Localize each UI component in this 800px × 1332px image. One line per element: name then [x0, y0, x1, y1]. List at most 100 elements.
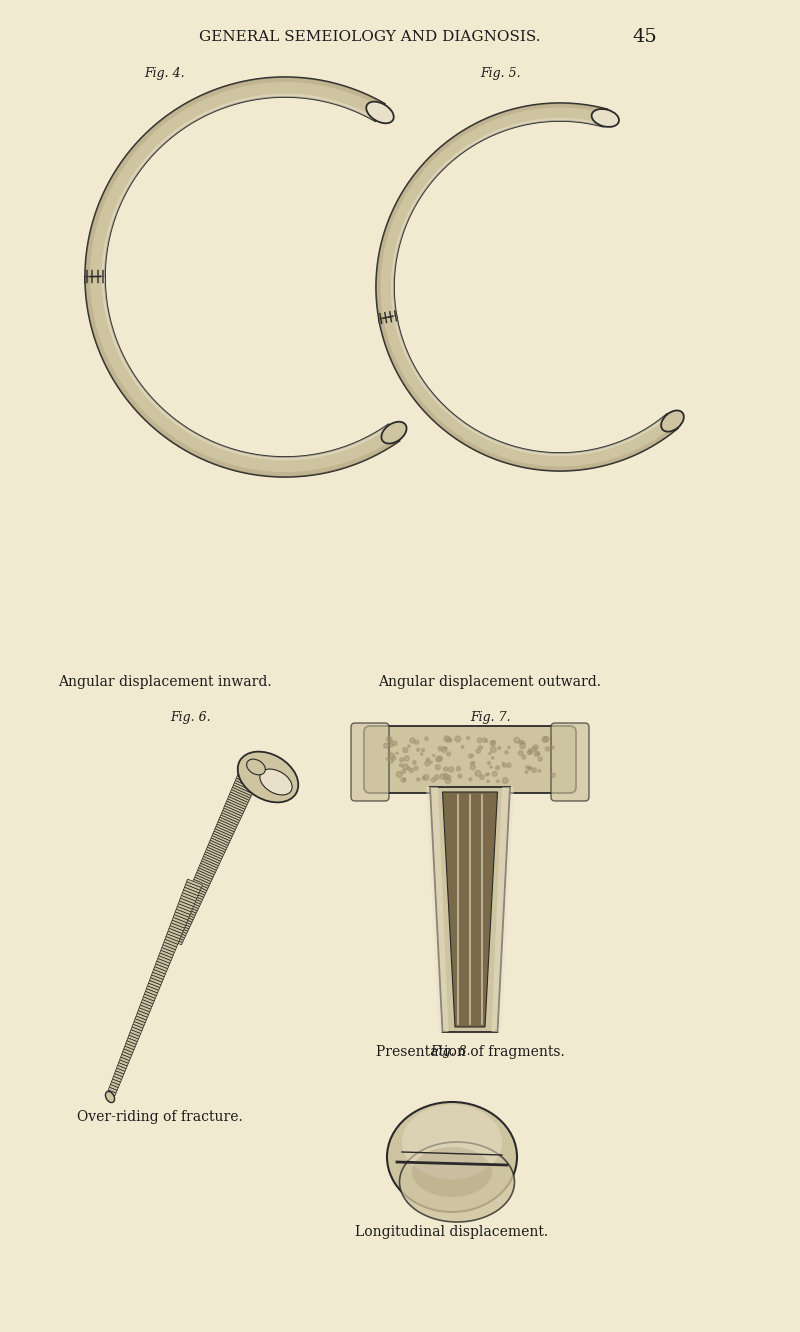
Polygon shape: [378, 316, 678, 472]
Polygon shape: [107, 1090, 116, 1096]
Polygon shape: [210, 838, 228, 847]
Circle shape: [456, 766, 461, 771]
Circle shape: [525, 771, 528, 774]
Circle shape: [422, 777, 426, 779]
Circle shape: [402, 763, 408, 770]
Circle shape: [445, 747, 446, 749]
Polygon shape: [209, 840, 227, 850]
Polygon shape: [180, 895, 196, 904]
Circle shape: [492, 771, 497, 777]
Polygon shape: [198, 868, 214, 878]
Polygon shape: [121, 1055, 130, 1060]
Ellipse shape: [399, 1142, 514, 1221]
Circle shape: [414, 766, 418, 770]
Polygon shape: [182, 890, 198, 899]
FancyBboxPatch shape: [351, 723, 389, 801]
Circle shape: [506, 763, 511, 767]
Text: 45: 45: [633, 28, 658, 47]
Circle shape: [528, 766, 531, 769]
Circle shape: [497, 781, 499, 783]
Circle shape: [487, 781, 490, 782]
Text: Over-riding of fracture.: Over-riding of fracture.: [77, 1110, 243, 1124]
Polygon shape: [166, 934, 180, 942]
Polygon shape: [213, 831, 231, 840]
Circle shape: [489, 753, 490, 755]
Polygon shape: [174, 926, 188, 934]
Polygon shape: [181, 907, 196, 915]
Polygon shape: [114, 1071, 124, 1076]
Polygon shape: [442, 793, 498, 1027]
Polygon shape: [219, 818, 238, 827]
Circle shape: [473, 762, 475, 763]
Polygon shape: [194, 876, 210, 886]
Circle shape: [386, 758, 390, 761]
Polygon shape: [120, 1058, 130, 1063]
Polygon shape: [114, 1074, 122, 1079]
Circle shape: [551, 746, 554, 749]
Polygon shape: [134, 1019, 145, 1026]
Circle shape: [475, 770, 481, 777]
Text: Fig. 5.: Fig. 5.: [480, 68, 520, 80]
Polygon shape: [161, 947, 174, 955]
Polygon shape: [172, 918, 186, 926]
Circle shape: [407, 767, 410, 770]
Polygon shape: [226, 802, 245, 811]
Circle shape: [414, 741, 418, 745]
Polygon shape: [124, 1046, 134, 1052]
Polygon shape: [160, 950, 174, 958]
Circle shape: [518, 750, 523, 755]
Polygon shape: [206, 850, 222, 859]
Polygon shape: [149, 980, 161, 987]
Polygon shape: [156, 962, 169, 968]
Circle shape: [530, 751, 532, 754]
Circle shape: [390, 753, 394, 758]
Polygon shape: [108, 1087, 117, 1094]
Polygon shape: [183, 887, 199, 896]
Circle shape: [417, 778, 420, 781]
Text: Fig. 4.: Fig. 4.: [145, 68, 186, 80]
Polygon shape: [178, 900, 194, 910]
Polygon shape: [222, 810, 241, 821]
Polygon shape: [175, 910, 190, 918]
Polygon shape: [201, 860, 218, 870]
Polygon shape: [376, 103, 607, 324]
Circle shape: [487, 762, 490, 765]
Polygon shape: [216, 825, 234, 834]
Circle shape: [522, 755, 526, 759]
Circle shape: [480, 775, 484, 779]
Polygon shape: [158, 952, 172, 960]
Polygon shape: [491, 787, 514, 1032]
Polygon shape: [212, 834, 230, 843]
Circle shape: [425, 737, 428, 741]
Circle shape: [404, 778, 406, 781]
Circle shape: [399, 763, 402, 767]
Polygon shape: [202, 859, 218, 868]
Polygon shape: [128, 1035, 138, 1042]
Circle shape: [470, 762, 474, 765]
Polygon shape: [170, 935, 183, 943]
Circle shape: [446, 737, 451, 742]
Polygon shape: [170, 932, 185, 940]
Text: Angular displacement outward.: Angular displacement outward.: [378, 675, 602, 689]
Circle shape: [476, 749, 481, 754]
Polygon shape: [241, 765, 262, 775]
Polygon shape: [106, 1092, 115, 1099]
Ellipse shape: [591, 109, 619, 127]
Text: GENERAL SEMEIOLOGY AND DIAGNOSIS.: GENERAL SEMEIOLOGY AND DIAGNOSIS.: [199, 31, 541, 44]
Circle shape: [458, 774, 462, 778]
Polygon shape: [186, 895, 202, 904]
Polygon shape: [202, 856, 219, 866]
Polygon shape: [113, 1076, 122, 1083]
Polygon shape: [122, 1048, 133, 1055]
Circle shape: [425, 761, 430, 766]
Circle shape: [490, 741, 495, 746]
Circle shape: [431, 778, 436, 782]
Polygon shape: [143, 994, 155, 1002]
Circle shape: [417, 749, 420, 751]
Circle shape: [410, 738, 415, 743]
Polygon shape: [232, 785, 252, 795]
Polygon shape: [132, 1024, 143, 1031]
Circle shape: [498, 746, 501, 750]
Ellipse shape: [246, 759, 266, 775]
Polygon shape: [185, 898, 201, 907]
